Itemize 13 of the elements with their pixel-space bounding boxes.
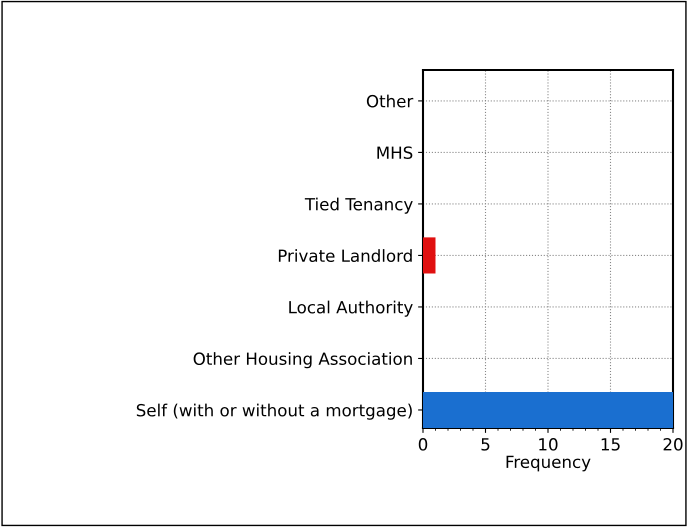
y-tick-label: Private Landlord xyxy=(278,249,412,262)
x-tick-label: 10 xyxy=(539,438,558,451)
x-tick-label: 15 xyxy=(602,438,620,451)
y-tick-label: Other xyxy=(366,94,414,108)
x-tick-label: 20 xyxy=(664,438,682,451)
x-tick-label: 0 xyxy=(418,438,428,451)
y-tick-label: Other Housing Association xyxy=(194,352,412,368)
y-tick-label: Tied Tenancy xyxy=(304,198,413,214)
y-tick-label: MHS xyxy=(377,146,412,159)
x-axis-title: Frequency xyxy=(506,456,591,472)
x-tick-label: 5 xyxy=(481,438,490,451)
y-tick-label: Self (with or without a mortgage) xyxy=(136,404,412,420)
y-tick-label: Local Authority xyxy=(289,300,413,317)
